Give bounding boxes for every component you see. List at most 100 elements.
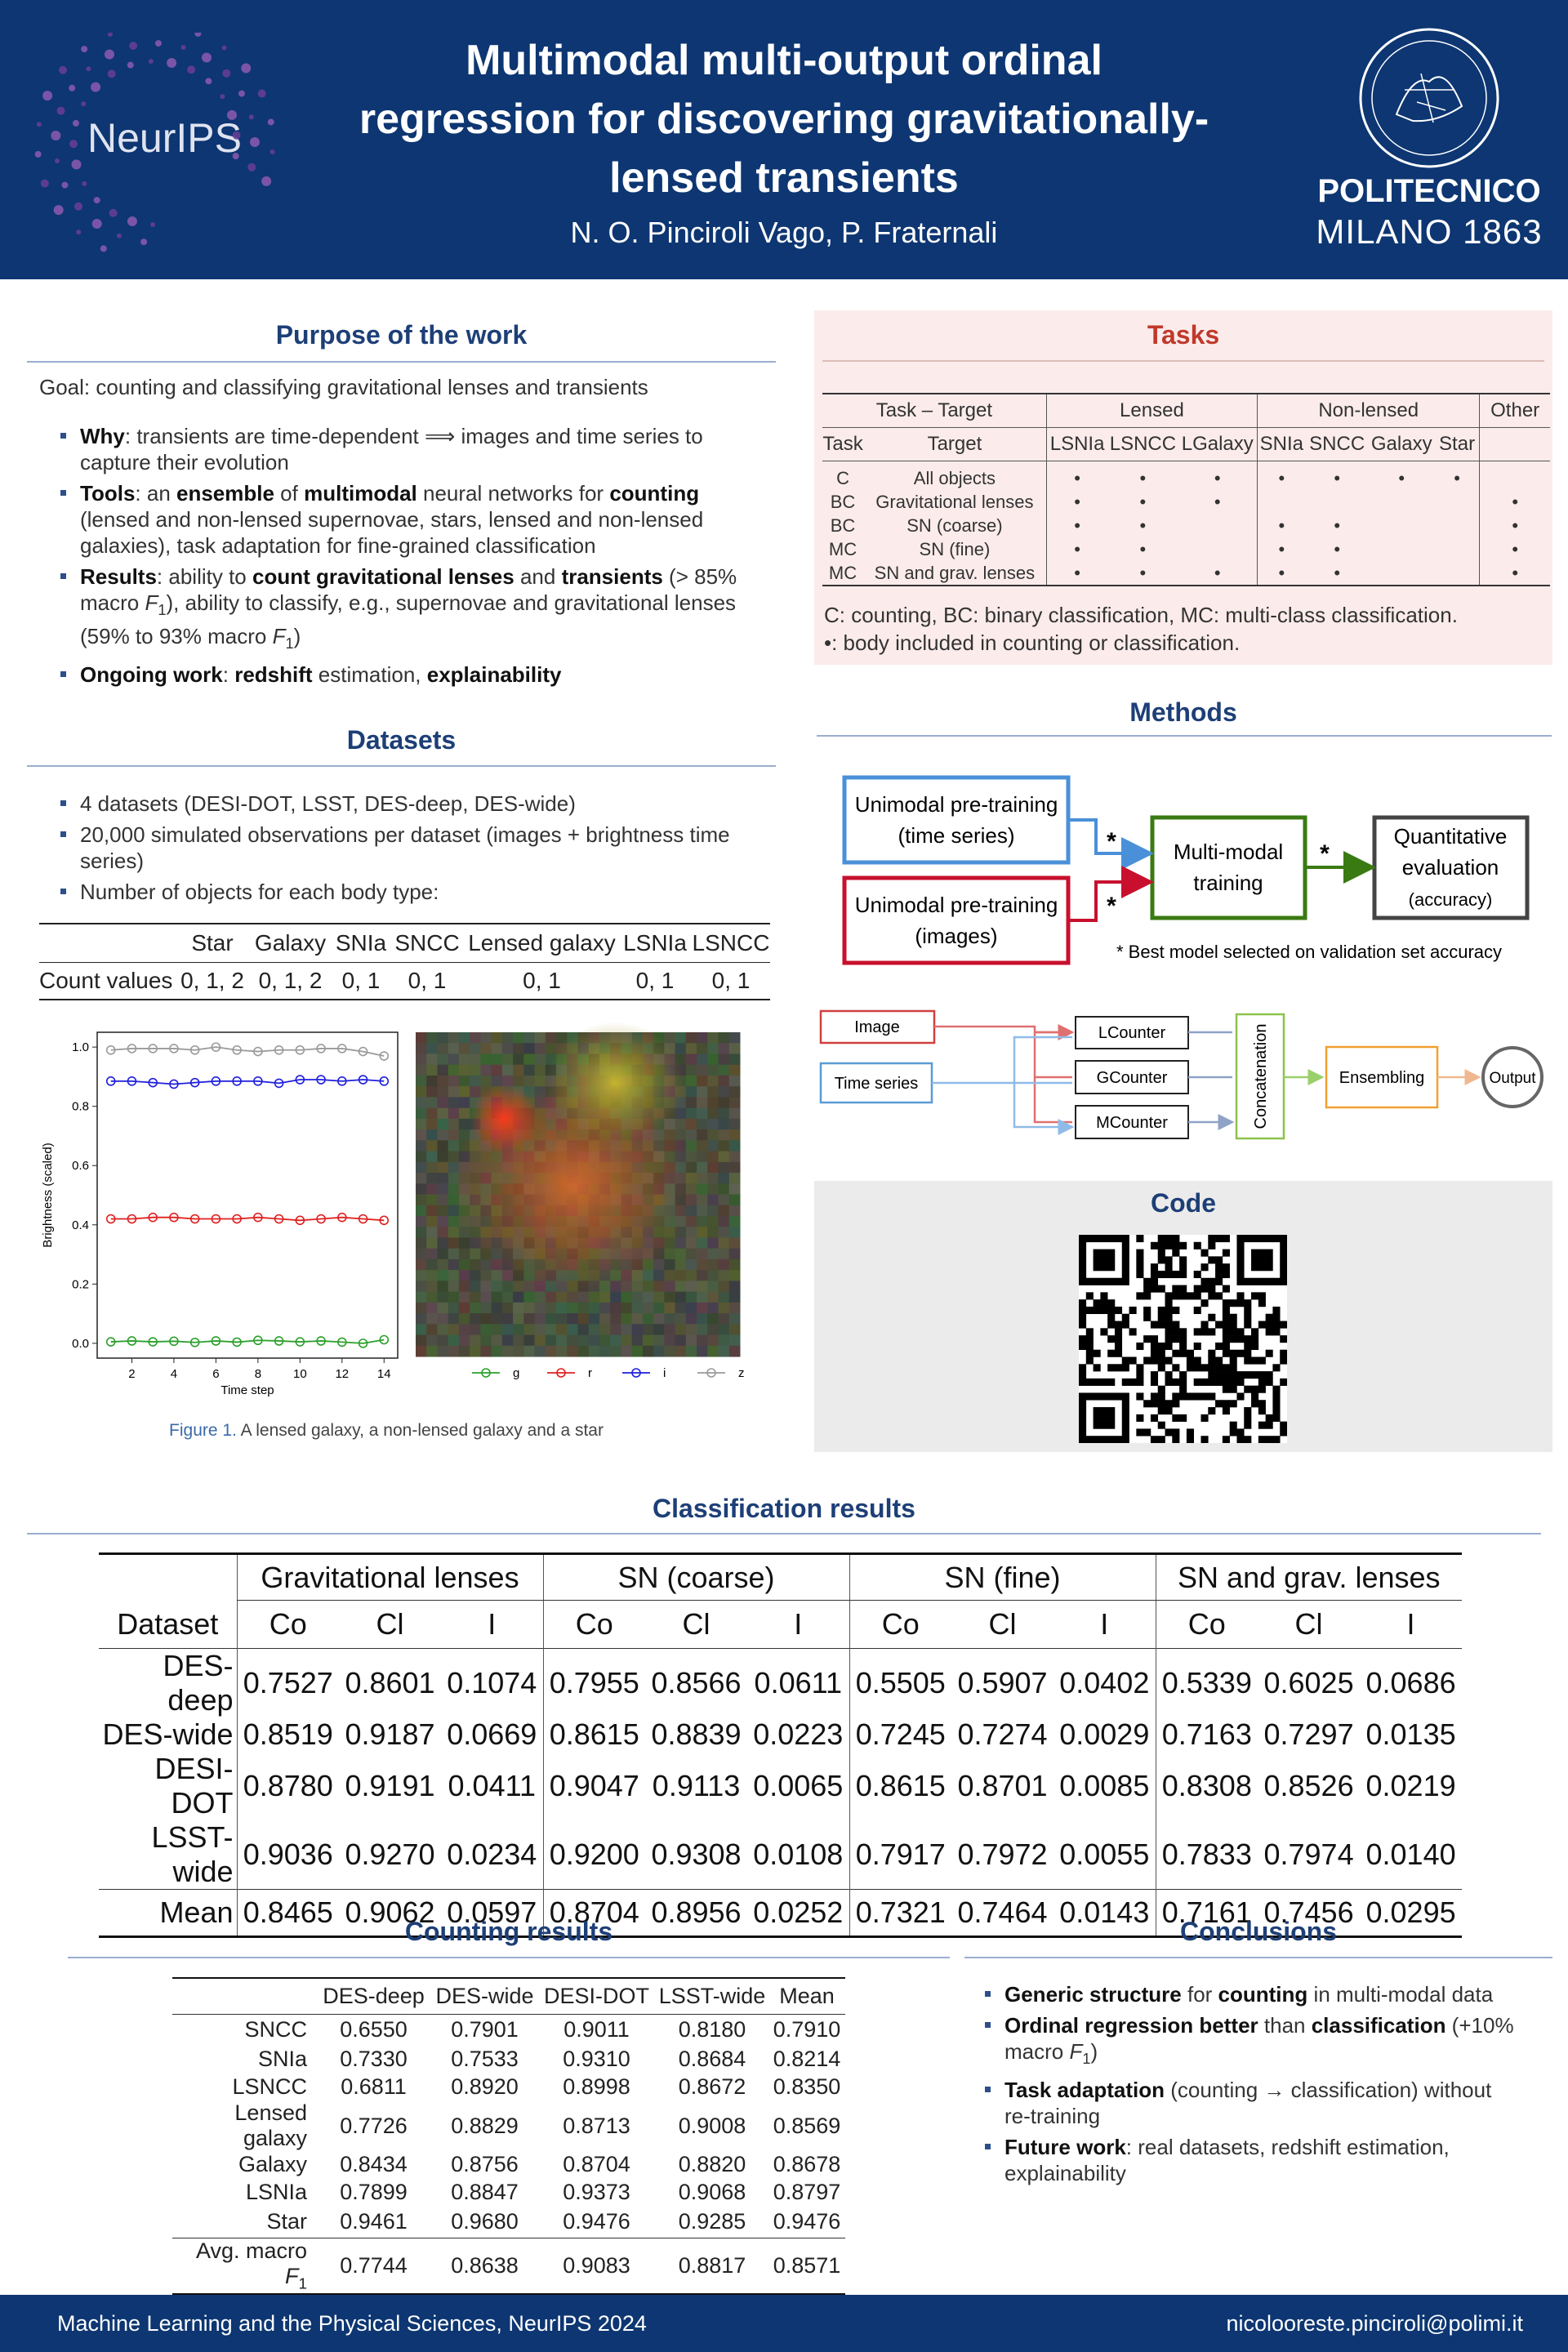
text-run: 1 bbox=[298, 2274, 307, 2292]
image-pixel bbox=[728, 1324, 741, 1336]
image-pixel bbox=[577, 1324, 590, 1336]
qr-module bbox=[1079, 1436, 1087, 1443]
image-pixel bbox=[718, 1032, 730, 1044]
image-pixel bbox=[707, 1054, 719, 1066]
qr-module bbox=[1136, 1364, 1144, 1372]
image-pixel bbox=[718, 1118, 730, 1130]
image-pixel bbox=[437, 1227, 449, 1238]
qr-module bbox=[1272, 1235, 1281, 1243]
text-run: of bbox=[274, 481, 305, 506]
image-pixel bbox=[707, 1064, 719, 1076]
counting-table: DES-deep DES-wide DESI-DOT LSST-wide Mean SNC… bbox=[172, 1977, 845, 2295]
image-pixel bbox=[426, 1270, 438, 1281]
cell: • bbox=[1045, 490, 1108, 514]
qr-module bbox=[1079, 1270, 1087, 1279]
qr-module bbox=[1136, 1292, 1144, 1300]
qr-module bbox=[1157, 1241, 1165, 1250]
section-rule bbox=[68, 1957, 950, 1958]
image-pixel bbox=[685, 1118, 697, 1130]
qr-module bbox=[1172, 1241, 1180, 1250]
column-header: SNCC bbox=[1309, 433, 1365, 455]
qr-module bbox=[1186, 1428, 1194, 1437]
image-pixel bbox=[448, 1086, 460, 1098]
image-pixel bbox=[675, 1345, 687, 1357]
qr-module bbox=[1200, 1364, 1209, 1372]
image-pixel bbox=[685, 1313, 697, 1325]
cell: 0, 1 bbox=[523, 967, 561, 993]
image-pixel bbox=[685, 1270, 697, 1281]
section-title: Purpose of the work bbox=[275, 320, 528, 350]
qr-module bbox=[1280, 1428, 1287, 1437]
qr-module bbox=[1179, 1385, 1187, 1393]
qr-module bbox=[1251, 1356, 1259, 1365]
logo-dot bbox=[249, 137, 260, 148]
cell: 0.8526 bbox=[1263, 1769, 1354, 1802]
image-pixel bbox=[675, 1270, 687, 1281]
qr-module bbox=[1079, 1392, 1087, 1401]
section-rule bbox=[964, 1957, 1552, 1958]
qr-module bbox=[1079, 1428, 1087, 1437]
qr-module bbox=[1265, 1277, 1273, 1285]
cell: 0.6550 bbox=[340, 2017, 408, 2042]
image-pixel bbox=[697, 1161, 708, 1174]
qr-module bbox=[1244, 1313, 1252, 1321]
cell: 0.8839 bbox=[651, 1717, 742, 1751]
point bbox=[253, 1076, 263, 1086]
qr-module bbox=[1280, 1421, 1287, 1429]
qr-module bbox=[1114, 1328, 1123, 1336]
cell bbox=[1479, 461, 1550, 490]
qr-module bbox=[1165, 1306, 1173, 1315]
text-run: : bbox=[222, 662, 235, 688]
cell: • bbox=[1334, 514, 1341, 536]
image-pixel bbox=[545, 1313, 557, 1325]
qr-module bbox=[1193, 1270, 1201, 1279]
image-pixel bbox=[685, 1086, 697, 1098]
image-pixel bbox=[513, 1291, 524, 1303]
qr-module bbox=[1157, 1407, 1165, 1415]
image-pixel bbox=[501, 1064, 514, 1076]
row-label: LSNIa bbox=[245, 2179, 307, 2204]
qr-module bbox=[1079, 1400, 1087, 1408]
qr-module bbox=[1107, 1235, 1116, 1243]
qr-module bbox=[1121, 1263, 1129, 1272]
image-pixel bbox=[599, 1334, 611, 1347]
legend-label: z bbox=[738, 1366, 745, 1380]
qr-module bbox=[1251, 1335, 1259, 1343]
image-pixel bbox=[426, 1291, 438, 1303]
header-row: Task Target LSNIa LSNCC LGalaxy SNIa SNCC Galax… bbox=[822, 427, 1550, 461]
point bbox=[316, 1336, 326, 1346]
image-pixel bbox=[631, 1324, 644, 1336]
image-pixel bbox=[718, 1258, 730, 1271]
image-pixel bbox=[685, 1237, 697, 1250]
qr-module bbox=[1165, 1371, 1173, 1379]
cell: 0.8566 bbox=[651, 1666, 742, 1699]
image-pixel bbox=[545, 1032, 557, 1044]
image-pixel bbox=[437, 1248, 449, 1260]
image-pixel bbox=[718, 1183, 730, 1195]
qr-module bbox=[1157, 1385, 1165, 1393]
row-label: Galaxy bbox=[238, 2152, 307, 2177]
text-run: count gravitational lenses bbox=[252, 564, 514, 589]
qr-module bbox=[1079, 1235, 1087, 1243]
bullet-list: Generic structure for counting in multi-… bbox=[980, 1981, 1519, 2191]
image-pixel bbox=[437, 1334, 449, 1347]
qr-module bbox=[1079, 1256, 1087, 1264]
point bbox=[169, 1079, 179, 1089]
qr-module bbox=[1150, 1270, 1159, 1279]
text-run: Tools bbox=[80, 481, 136, 506]
qr-module bbox=[1200, 1249, 1209, 1257]
qr-module bbox=[1265, 1378, 1273, 1386]
qr-module bbox=[1107, 1306, 1116, 1315]
qr-module bbox=[1280, 1356, 1287, 1365]
image-pixel bbox=[448, 1118, 460, 1130]
qr-module bbox=[1143, 1400, 1152, 1408]
qr-module bbox=[1251, 1256, 1259, 1264]
image-pixel bbox=[577, 1302, 590, 1314]
column-header: DESI-DOT bbox=[543, 1983, 649, 2008]
qr-module bbox=[1100, 1421, 1108, 1429]
cell bbox=[172, 1978, 315, 2014]
image-pixel bbox=[685, 1097, 697, 1109]
cell: 0.7464 bbox=[957, 1895, 1048, 1929]
section-rule bbox=[822, 360, 1544, 362]
qr-module bbox=[1265, 1328, 1273, 1336]
